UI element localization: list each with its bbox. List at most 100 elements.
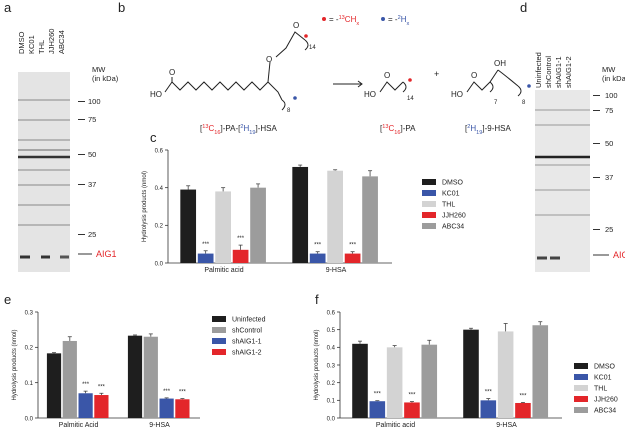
y-tick-label: 0.2 — [327, 381, 336, 387]
legend-label: JJH260 — [442, 213, 466, 220]
marker-label: 75 — [605, 106, 613, 115]
legend-label: THL — [442, 202, 455, 209]
text-part: H — [470, 124, 476, 133]
text-part: = - — [388, 15, 398, 24]
bar — [532, 325, 549, 418]
panel-label: a — [4, 0, 12, 15]
bar — [327, 170, 343, 263]
lane-label: Uninfected — [534, 52, 543, 88]
mw-label: MW — [92, 65, 106, 74]
bar — [232, 249, 249, 263]
y-tick-label: 0.0 — [327, 416, 336, 422]
x-tick-label: Palmitic acid — [376, 422, 415, 429]
legend-swatch — [574, 363, 588, 369]
y-axis-label: Hydrolysis products (nmol) — [142, 171, 148, 242]
scheme-bonds — [164, 31, 522, 111]
legend-label: ABC34 — [594, 408, 616, 415]
bar — [480, 400, 497, 418]
legend-swatch — [574, 396, 588, 402]
marker-label: 50 — [605, 139, 613, 148]
significance: *** — [237, 236, 245, 242]
significance: *** — [408, 393, 416, 399]
atom-label: HO — [451, 90, 463, 99]
marker-label: 37 — [88, 180, 96, 189]
y-tick-label: 0.6 — [155, 148, 164, 154]
legend-label: shAIG1-2 — [232, 350, 262, 357]
legend-swatch — [212, 327, 226, 333]
significance: *** — [163, 389, 171, 395]
bar — [175, 399, 190, 418]
legend-label: JJH260 — [594, 397, 618, 404]
atom-label: O — [471, 71, 477, 80]
y-tick-label: 0.6 — [327, 310, 336, 316]
bar — [94, 395, 109, 418]
significance: *** — [314, 243, 322, 249]
lane-label: JJH260 — [47, 29, 56, 54]
text-part: 16 — [394, 130, 400, 136]
bar — [352, 343, 368, 418]
bar — [143, 336, 158, 418]
atom-label: O — [169, 68, 175, 77]
legend-swatch — [422, 190, 436, 196]
x-tick-label: 9-HSA — [326, 267, 347, 274]
text-part: 13 — [202, 124, 208, 130]
legend-swatch — [422, 179, 436, 185]
significance: *** — [179, 390, 187, 396]
text-part: 2 — [467, 124, 470, 130]
legend-swatch — [574, 407, 588, 413]
bar — [180, 189, 197, 263]
bar — [215, 191, 231, 263]
bar — [197, 253, 214, 263]
text-part: x — [356, 21, 359, 27]
marker-label: 50 — [88, 150, 96, 159]
marker-label: 75 — [88, 115, 96, 124]
scheme-dots — [293, 17, 531, 100]
bar — [463, 329, 479, 418]
text-part: = - — [329, 15, 339, 24]
bar — [250, 187, 266, 263]
bar — [497, 331, 514, 418]
bar — [292, 166, 309, 263]
text-part: 13 — [382, 124, 388, 130]
legend-label: KC01 — [442, 191, 460, 198]
text-part: CH — [345, 15, 357, 24]
legend-swatch — [574, 374, 588, 380]
bar — [78, 393, 93, 418]
text-part: ]-PA — [400, 124, 416, 133]
bar — [344, 253, 361, 263]
atom-label: 8 — [522, 100, 526, 106]
bar — [421, 344, 438, 418]
legend-swatch — [422, 212, 436, 218]
bar — [62, 340, 77, 418]
legend-swatch — [212, 349, 226, 355]
significance: *** — [349, 243, 357, 249]
legend-label: THL — [594, 386, 607, 393]
text-part: H — [243, 124, 249, 133]
text-part: C — [388, 124, 394, 133]
protein-label: AIG1 — [96, 249, 117, 259]
significance: *** — [374, 392, 382, 398]
text-part: ]-HSA — [255, 124, 277, 133]
y-tick-label: 0.4 — [155, 186, 164, 192]
text-part: [ — [200, 124, 203, 133]
y-tick-label: 0.5 — [327, 328, 336, 334]
caption: [2H19]-9-HSA — [465, 124, 511, 136]
atom-label: HO — [150, 90, 162, 99]
bar — [369, 401, 386, 418]
marker-label: 37 — [605, 173, 613, 182]
significance: *** — [82, 382, 90, 388]
y-tick-label: 0.3 — [327, 363, 336, 369]
atom-label: 7 — [494, 100, 498, 106]
text-part: 2 — [398, 15, 401, 21]
atom-label: O — [293, 21, 299, 30]
legend-label: Uninfected — [232, 317, 266, 324]
y-axis-label: Hydrolysis products (nmol) — [12, 329, 18, 400]
text-part: 16 — [214, 130, 220, 136]
x-tick-label: 9-HSA — [496, 422, 517, 429]
y-tick-label: 0.4 — [327, 346, 336, 352]
legend-label: = -2Hx — [388, 15, 409, 27]
text-part: C — [208, 124, 214, 133]
lane-label: ABC34 — [57, 30, 66, 54]
x-tick-label: Palmitic acid — [204, 267, 243, 274]
text-part: [ — [465, 124, 468, 133]
